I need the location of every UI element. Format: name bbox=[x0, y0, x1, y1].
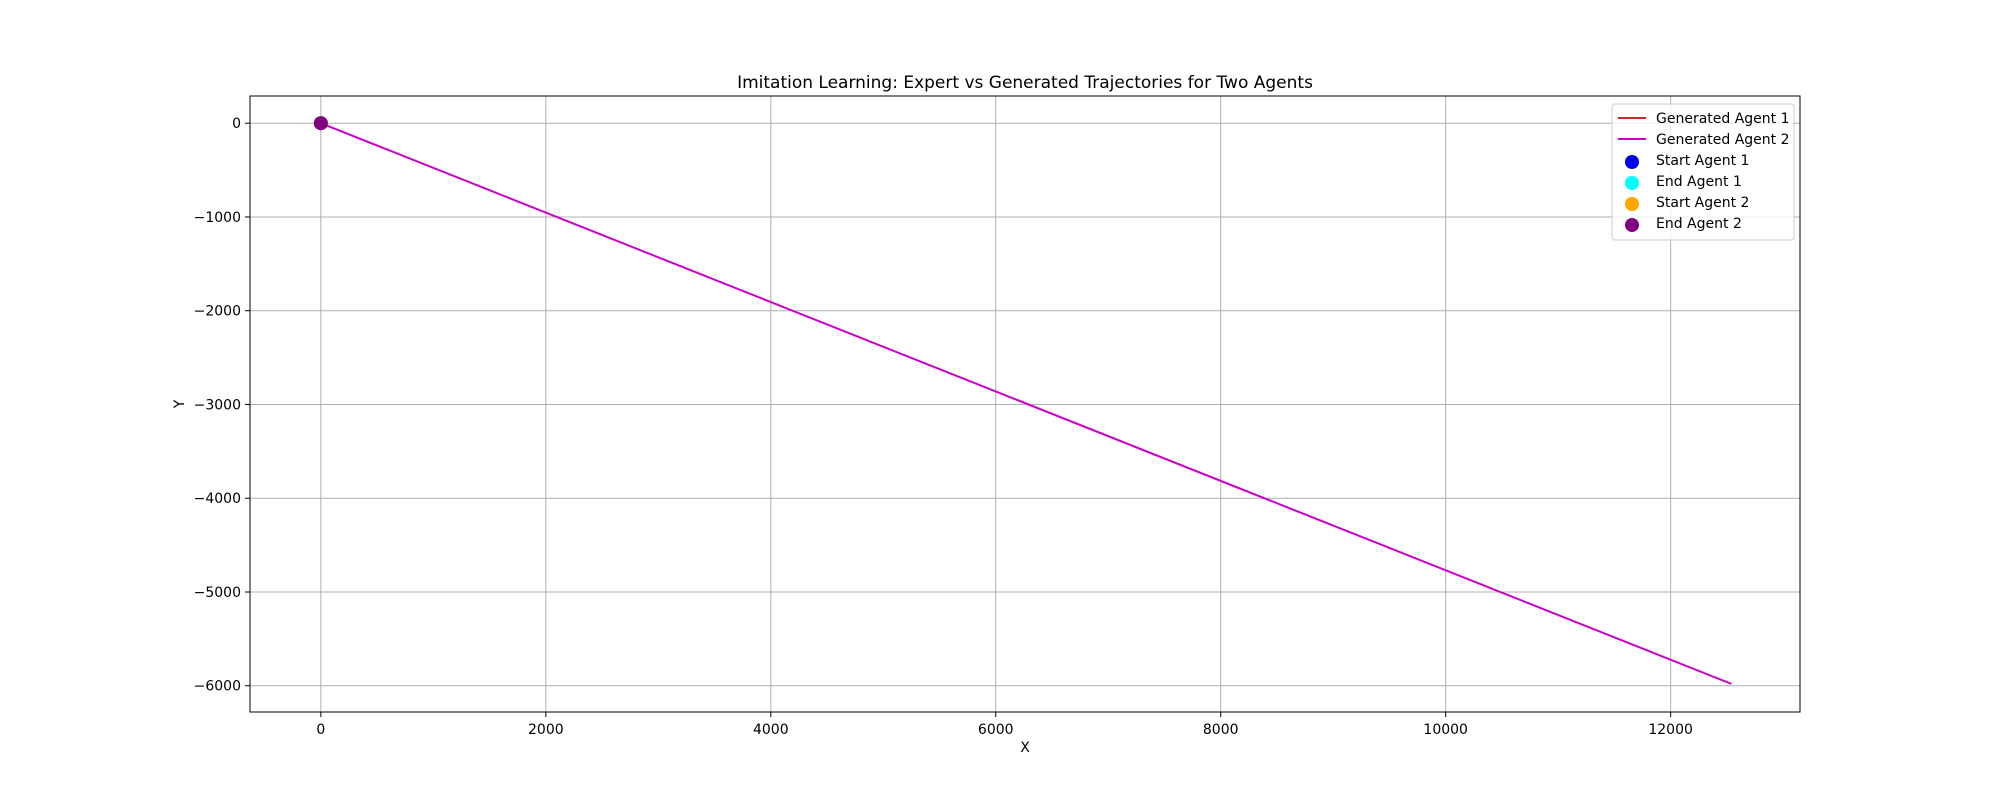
y-axis-label: Y bbox=[172, 399, 188, 409]
y-tick-label: −6000 bbox=[194, 679, 241, 695]
legend-swatch-marker bbox=[1625, 176, 1639, 190]
marker-point-4 bbox=[313, 116, 328, 131]
legend: Generated Agent 1 Generated Agent 2 Start … bbox=[1611, 103, 1795, 241]
legend-swatch-marker bbox=[1625, 155, 1639, 169]
x-tick-label: 4000 bbox=[753, 722, 789, 738]
x-tick-label: 8000 bbox=[1203, 722, 1239, 738]
x-tick-label: 6000 bbox=[978, 722, 1014, 738]
legend-label: End Agent 1 bbox=[1656, 174, 1742, 190]
marker-layer bbox=[313, 116, 328, 131]
x-tick-label: 10000 bbox=[1423, 722, 1468, 738]
x-axis-label: X bbox=[1020, 740, 1030, 756]
grid bbox=[250, 96, 1800, 712]
x-tick-label: 2000 bbox=[528, 722, 564, 738]
legend-label: Generated Agent 2 bbox=[1656, 132, 1790, 148]
y-tick-label: −4000 bbox=[194, 491, 241, 507]
legend-label: Start Agent 1 bbox=[1656, 153, 1749, 169]
legend-box bbox=[1611, 103, 1795, 241]
legend-swatch-marker bbox=[1625, 197, 1639, 211]
legend-swatch-marker bbox=[1625, 218, 1639, 232]
x-tick-label: 12000 bbox=[1648, 722, 1693, 738]
legend-label: End Agent 2 bbox=[1656, 216, 1742, 232]
legend-label: Start Agent 2 bbox=[1656, 195, 1749, 211]
chart-title: Imitation Learning: Expert vs Generated … bbox=[737, 73, 1313, 93]
legend-label: Generated Agent 1 bbox=[1656, 111, 1790, 127]
y-tick-label: 0 bbox=[232, 116, 241, 132]
series-line-2 bbox=[320, 122, 1732, 685]
ticks: 0 2000 4000 6000 8000 10000 12000 0 −1000 −2000 −3… bbox=[194, 116, 1693, 738]
y-tick-label: −5000 bbox=[194, 585, 241, 601]
x-tick-label: 0 bbox=[316, 722, 325, 738]
y-tick-label: −1000 bbox=[194, 210, 241, 226]
y-tick-label: −2000 bbox=[194, 304, 241, 320]
y-tick-label: −3000 bbox=[194, 397, 241, 413]
